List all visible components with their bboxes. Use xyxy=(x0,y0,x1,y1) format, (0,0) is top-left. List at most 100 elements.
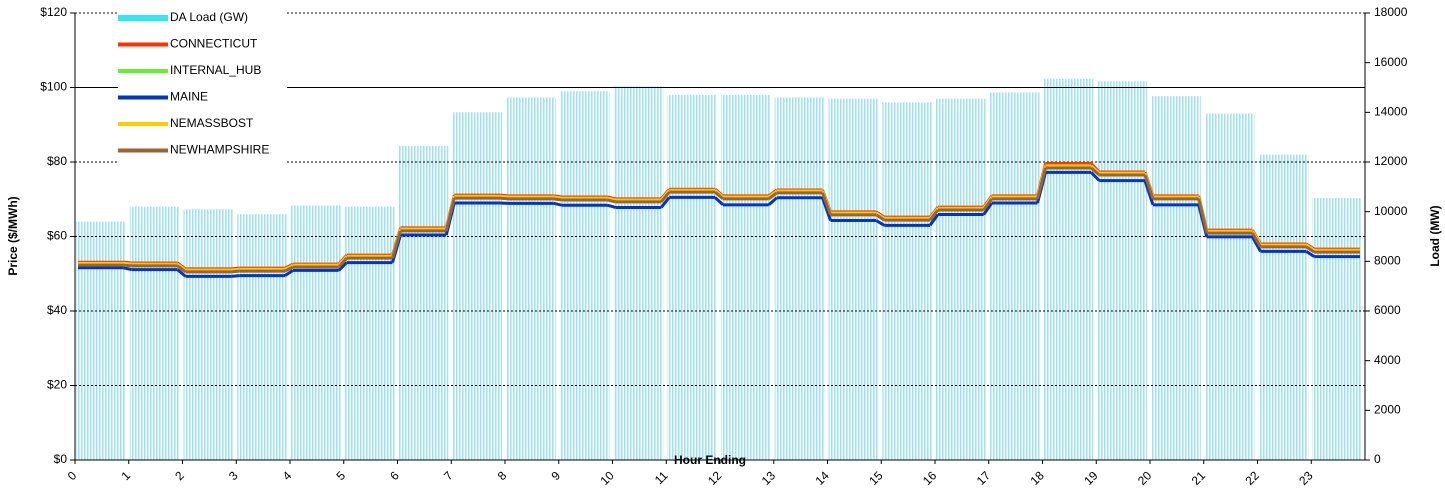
step-connector xyxy=(176,264,187,274)
x-tick-label: 23 xyxy=(1296,468,1316,488)
step-connector xyxy=(1090,171,1101,182)
legend-swatch xyxy=(118,122,168,126)
legend-label: NEMASSBOST xyxy=(170,116,254,130)
load-bar xyxy=(291,205,341,460)
step-connector xyxy=(231,267,240,272)
step-connector xyxy=(176,268,187,278)
step-connector xyxy=(767,191,778,201)
y2-tick-label: 18000 xyxy=(1374,5,1408,19)
legend-label: INTERNAL_HUB xyxy=(170,63,261,77)
load-bar xyxy=(1312,198,1362,460)
step-connector xyxy=(553,197,562,202)
y2-tick-label: 12000 xyxy=(1374,154,1408,168)
x-tick-label: 11 xyxy=(652,468,671,487)
step-connector xyxy=(1036,167,1047,200)
load-bar xyxy=(721,94,771,460)
x-tick-label: 19 xyxy=(1081,468,1101,488)
y-tick-label: $20 xyxy=(47,378,67,392)
step-connector xyxy=(553,201,563,207)
step-connector xyxy=(1305,245,1316,254)
x-tick-label: 1 xyxy=(118,468,133,483)
step-connector xyxy=(499,194,509,199)
step-connector xyxy=(337,257,348,269)
step-connector xyxy=(1305,250,1316,258)
x-tick-label: 6 xyxy=(387,468,402,483)
step-connector xyxy=(875,219,886,227)
y-tick-label: $60 xyxy=(47,229,67,243)
load-bar xyxy=(76,221,126,460)
load-bar xyxy=(936,98,986,461)
x-tick-label: 22 xyxy=(1243,468,1263,488)
x-tick-label: 16 xyxy=(920,468,940,488)
load-bar xyxy=(613,86,664,460)
legend-label: CONNECTICUT xyxy=(170,37,258,51)
load-bar xyxy=(1043,78,1094,460)
legend-label: MAINE xyxy=(170,90,208,104)
step-connector xyxy=(499,196,509,201)
y2-tick-label: 8000 xyxy=(1374,254,1401,268)
x-tick-label: 4 xyxy=(280,468,295,483)
load-bar xyxy=(183,209,234,460)
step-connector xyxy=(607,196,616,202)
legend-box xyxy=(118,5,287,170)
load-bar xyxy=(1204,113,1255,460)
x-tick-label: 0 xyxy=(65,468,80,483)
load-bar xyxy=(506,97,556,460)
x-tick-label: 17 xyxy=(974,468,994,488)
step-connector xyxy=(875,211,886,220)
legend-swatch xyxy=(118,95,168,100)
step-connector xyxy=(714,191,724,201)
step-connector xyxy=(928,209,940,222)
step-connector xyxy=(660,196,671,209)
load-bar xyxy=(989,92,1040,460)
step-connector xyxy=(821,197,832,221)
load-bar xyxy=(882,102,932,461)
load-bar xyxy=(452,112,502,460)
step-connector xyxy=(1090,166,1101,177)
y2-tick-label: 16000 xyxy=(1374,55,1408,69)
legend-label: DA Load (GW) xyxy=(170,10,248,24)
load-bar xyxy=(1258,154,1309,461)
load-bar xyxy=(774,97,825,460)
load-bar xyxy=(1097,81,1147,461)
legend-swatch xyxy=(118,42,168,47)
x-axis-label: Hour Ending xyxy=(674,453,746,467)
load-bar xyxy=(828,98,879,461)
load-bar xyxy=(1151,96,1201,461)
load-bar xyxy=(667,94,717,460)
step-connector xyxy=(1305,243,1316,252)
x-tick-label: 21 xyxy=(1189,468,1209,488)
x-tick-label: 9 xyxy=(548,468,563,483)
x-tick-label: 7 xyxy=(441,468,456,483)
step-connector xyxy=(1143,174,1155,200)
step-connector xyxy=(337,261,348,272)
step-connector xyxy=(231,274,240,278)
y-tick-label: $100 xyxy=(40,80,67,94)
legend-swatch xyxy=(118,15,168,21)
y2-tick-label: 2000 xyxy=(1374,403,1401,417)
step-connector xyxy=(444,197,456,232)
x-tick-label: 13 xyxy=(759,468,779,488)
step-connector xyxy=(284,265,294,273)
y2-tick-label: 0 xyxy=(1374,452,1381,466)
step-connector xyxy=(231,269,240,274)
step-connector xyxy=(123,263,132,268)
y-tick-label: $0 xyxy=(54,452,68,466)
step-connector xyxy=(821,192,832,216)
load-bar xyxy=(559,91,610,460)
y2-axis-label: Load (MW) xyxy=(1428,205,1442,266)
legend-swatch xyxy=(118,148,168,153)
step-connector xyxy=(607,198,616,204)
y-tick-label: $40 xyxy=(47,303,67,317)
step-connector xyxy=(1143,180,1155,206)
step-connector xyxy=(928,213,940,227)
load-bar xyxy=(398,145,449,460)
load-bar xyxy=(344,206,395,460)
legend-swatch xyxy=(118,69,168,73)
y-axis-label: Price ($/MWh) xyxy=(6,196,20,275)
step-connector xyxy=(767,196,778,206)
x-tick-label: 18 xyxy=(1028,468,1048,488)
step-connector xyxy=(123,266,133,272)
x-tick-label: 15 xyxy=(866,468,886,488)
x-tick-label: 14 xyxy=(813,468,833,488)
